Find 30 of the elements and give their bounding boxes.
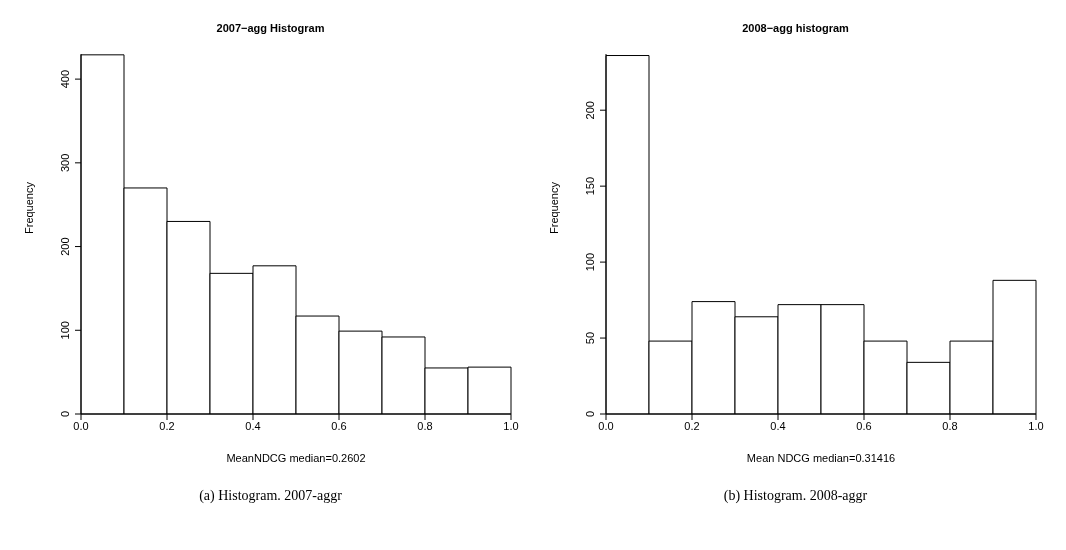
y-tick-label: 100 bbox=[58, 321, 71, 340]
x-tick-label: 1.0 bbox=[1027, 419, 1044, 432]
x-tick-label: 0.0 bbox=[597, 419, 614, 432]
x-tick-label: 0.8 bbox=[941, 419, 958, 432]
x-tick-label: 0.8 bbox=[416, 419, 433, 432]
text: (a) Histogram. 2007-aggr bbox=[199, 488, 342, 504]
x-tick-label: 0.4 bbox=[769, 419, 786, 432]
y-tick-label: 100 bbox=[583, 252, 596, 272]
y-axis-title: Frequency bbox=[22, 181, 35, 234]
y-tick-label: 50 bbox=[583, 331, 596, 345]
x-tick-label: 0.4 bbox=[244, 419, 261, 432]
x-tick-label: 0.0 bbox=[72, 419, 89, 432]
y-tick-label: 0 bbox=[583, 410, 596, 418]
x-tick-label: 0.6 bbox=[855, 419, 872, 432]
y-axis-title: Frequency bbox=[547, 181, 560, 234]
x-axis-title: MeanNDCG median=0.2602 bbox=[225, 452, 366, 464]
x-axis-title: Mean NDCG median=0.31416 bbox=[746, 452, 895, 464]
text: (b) Histogram. 2008-aggr bbox=[723, 488, 868, 504]
chart-title: 2008−agg histogram bbox=[742, 22, 849, 34]
x-tick-label: 1.0 bbox=[502, 419, 519, 432]
y-tick-label: 0 bbox=[58, 410, 71, 418]
x-tick-label: 0.6 bbox=[330, 419, 347, 432]
y-tick-label: 300 bbox=[58, 153, 71, 173]
y-tick-label: 400 bbox=[58, 69, 71, 89]
chart-title: 2007−agg Histogram bbox=[216, 22, 325, 34]
y-tick-label: 200 bbox=[583, 101, 596, 120]
x-tick-label: 0.2 bbox=[683, 419, 700, 432]
x-tick-label: 0.2 bbox=[158, 419, 175, 432]
y-tick-label: 150 bbox=[583, 176, 596, 196]
y-tick-label: 200 bbox=[58, 237, 71, 256]
